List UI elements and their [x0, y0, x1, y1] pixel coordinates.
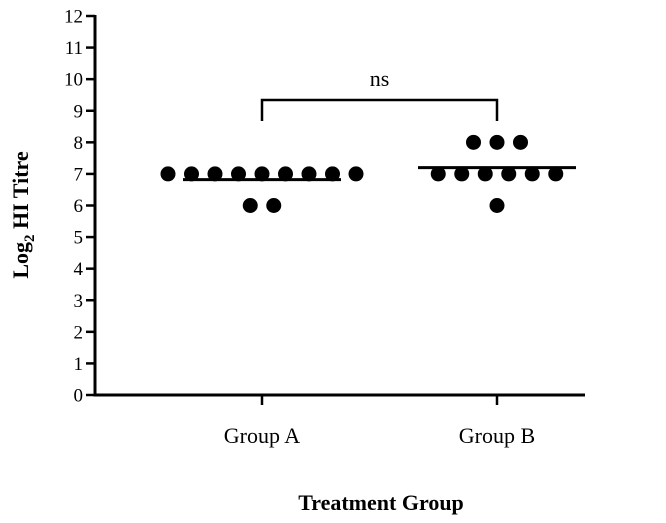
data-point — [301, 166, 317, 182]
data-point — [348, 166, 364, 182]
y-tick-label: 4 — [74, 259, 84, 280]
significance-label: ns — [370, 66, 390, 91]
data-point — [278, 166, 293, 182]
y-tick-label: 5 — [74, 228, 84, 249]
data-point — [513, 134, 528, 150]
data-point — [548, 166, 564, 182]
x-tick-label: Group A — [224, 423, 301, 448]
y-tick-label: 2 — [74, 322, 84, 343]
data-point — [454, 166, 470, 182]
data-point — [466, 134, 481, 150]
y-tick-label: 6 — [74, 196, 84, 217]
y-tick-label: 0 — [74, 386, 84, 407]
mean-lines — [183, 166, 576, 182]
data-point — [184, 166, 199, 182]
y-tick-label: 12 — [64, 7, 83, 28]
data-point — [489, 134, 505, 150]
data-point — [477, 166, 493, 182]
y-tick-label: 11 — [65, 38, 83, 59]
y-tick-label: 7 — [74, 164, 84, 185]
y-axis-title-subscript: 2 — [22, 234, 38, 242]
data-point — [254, 166, 270, 182]
data-point — [207, 166, 223, 182]
y-axis-title-rest: HI Titre — [8, 151, 33, 234]
y-tick-label: 3 — [74, 291, 84, 312]
x-axis: Group A Group B — [93, 393, 585, 448]
data-point — [489, 198, 505, 213]
y-tick-label: 9 — [74, 101, 84, 122]
bracket-line — [260, 98, 499, 121]
data-point — [325, 166, 340, 182]
data-point — [266, 198, 282, 213]
y-tick-label: 1 — [74, 354, 84, 375]
data-point — [524, 166, 540, 182]
data-point — [501, 166, 517, 182]
data-point — [231, 166, 246, 182]
data-point — [160, 166, 176, 182]
y-axis-title: Log2 HI Titre — [8, 151, 38, 279]
y-tick-label: 8 — [74, 133, 84, 154]
y-tick-label: 10 — [64, 70, 83, 91]
x-tick-label: Group B — [459, 423, 535, 448]
data-point — [430, 166, 446, 182]
x-axis-title: Treatment Group — [298, 490, 464, 515]
y-axis-title-main: Log — [8, 242, 33, 279]
data-point — [242, 198, 258, 213]
significance-bracket: ns — [260, 66, 499, 121]
data-points — [160, 134, 564, 213]
